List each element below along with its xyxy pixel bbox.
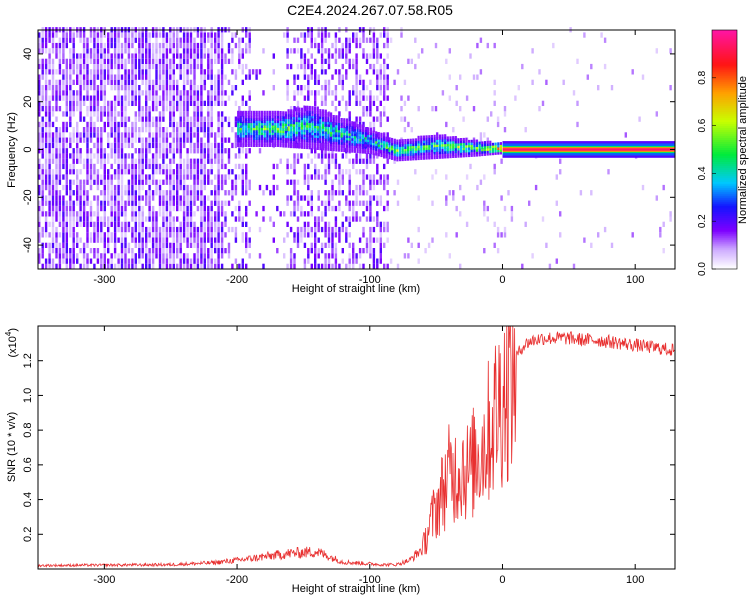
y-tick-label: 0.8 bbox=[22, 422, 34, 437]
y-tick-label: 0 bbox=[22, 146, 34, 152]
colorbar-tick-label: 0.6 bbox=[697, 118, 708, 132]
colorbar-tick-label: 0.0 bbox=[697, 262, 708, 276]
colorbar-label: Normalized spectral amplitude bbox=[737, 76, 749, 224]
snr-xlabel: Height of straight line (km) bbox=[292, 583, 420, 595]
snr-series-line bbox=[37, 325, 675, 568]
y-tick-label: 40 bbox=[22, 48, 34, 60]
snr-frame bbox=[37, 325, 676, 570]
snr-plot-area bbox=[37, 325, 675, 568]
spectrogram-plot-area bbox=[38, 27, 675, 269]
colorbar-tick-label: 0.4 bbox=[697, 166, 708, 180]
colorbar-tick-label: 0.2 bbox=[697, 214, 708, 228]
colorbar-tick-label: 0.8 bbox=[697, 70, 708, 84]
spectrogram-noise bbox=[38, 27, 672, 269]
x-tick-label: -100 bbox=[359, 574, 381, 586]
snr-multiplier: (x104) bbox=[4, 328, 19, 358]
x-tick-label: 0 bbox=[499, 574, 505, 586]
colorbar bbox=[712, 30, 737, 270]
colorbar-ticks: 0.0 0.2 0.4 0.6 0.8 bbox=[697, 70, 716, 276]
spectrogram-ylabel: Frequency (Hz) bbox=[6, 112, 18, 188]
x-tick-label: 0 bbox=[499, 274, 505, 286]
x-tick-label: 100 bbox=[626, 274, 644, 286]
colorbar-frame bbox=[711, 29, 738, 270]
y-tick-label: 0.4 bbox=[22, 492, 34, 507]
x-tick-label: -200 bbox=[226, 574, 248, 586]
x-tick-label: 100 bbox=[626, 574, 644, 586]
x-tick-label: -200 bbox=[226, 274, 248, 286]
y-tick-label: -20 bbox=[22, 189, 34, 205]
x-tick-label: -300 bbox=[93, 574, 115, 586]
spectrogram-signal bbox=[237, 105, 675, 162]
y-tick-label: 20 bbox=[22, 96, 34, 108]
figure-title: C2E4.2024.267.07.58.R05 bbox=[287, 2, 453, 18]
y-tick-label: 1.2 bbox=[22, 353, 34, 368]
spectrogram-xlabel: Height of straight line (km) bbox=[292, 283, 420, 295]
y-tick-label: 1.0 bbox=[22, 388, 34, 403]
x-tick-label: -100 bbox=[359, 274, 381, 286]
snr-ticks: -300 -200 -100 0 100 0.2 0.4 0.6 0.8 1.0 1.2 bbox=[22, 326, 675, 586]
y-tick-label: -40 bbox=[22, 237, 34, 253]
y-tick-label: 0.2 bbox=[22, 527, 34, 542]
svg-text:(x104): (x104) bbox=[4, 328, 19, 358]
y-tick-label: 0.6 bbox=[22, 457, 34, 472]
x-tick-label: -300 bbox=[93, 274, 115, 286]
snr-ylabel: SNR (10 * v/v) bbox=[6, 412, 18, 482]
